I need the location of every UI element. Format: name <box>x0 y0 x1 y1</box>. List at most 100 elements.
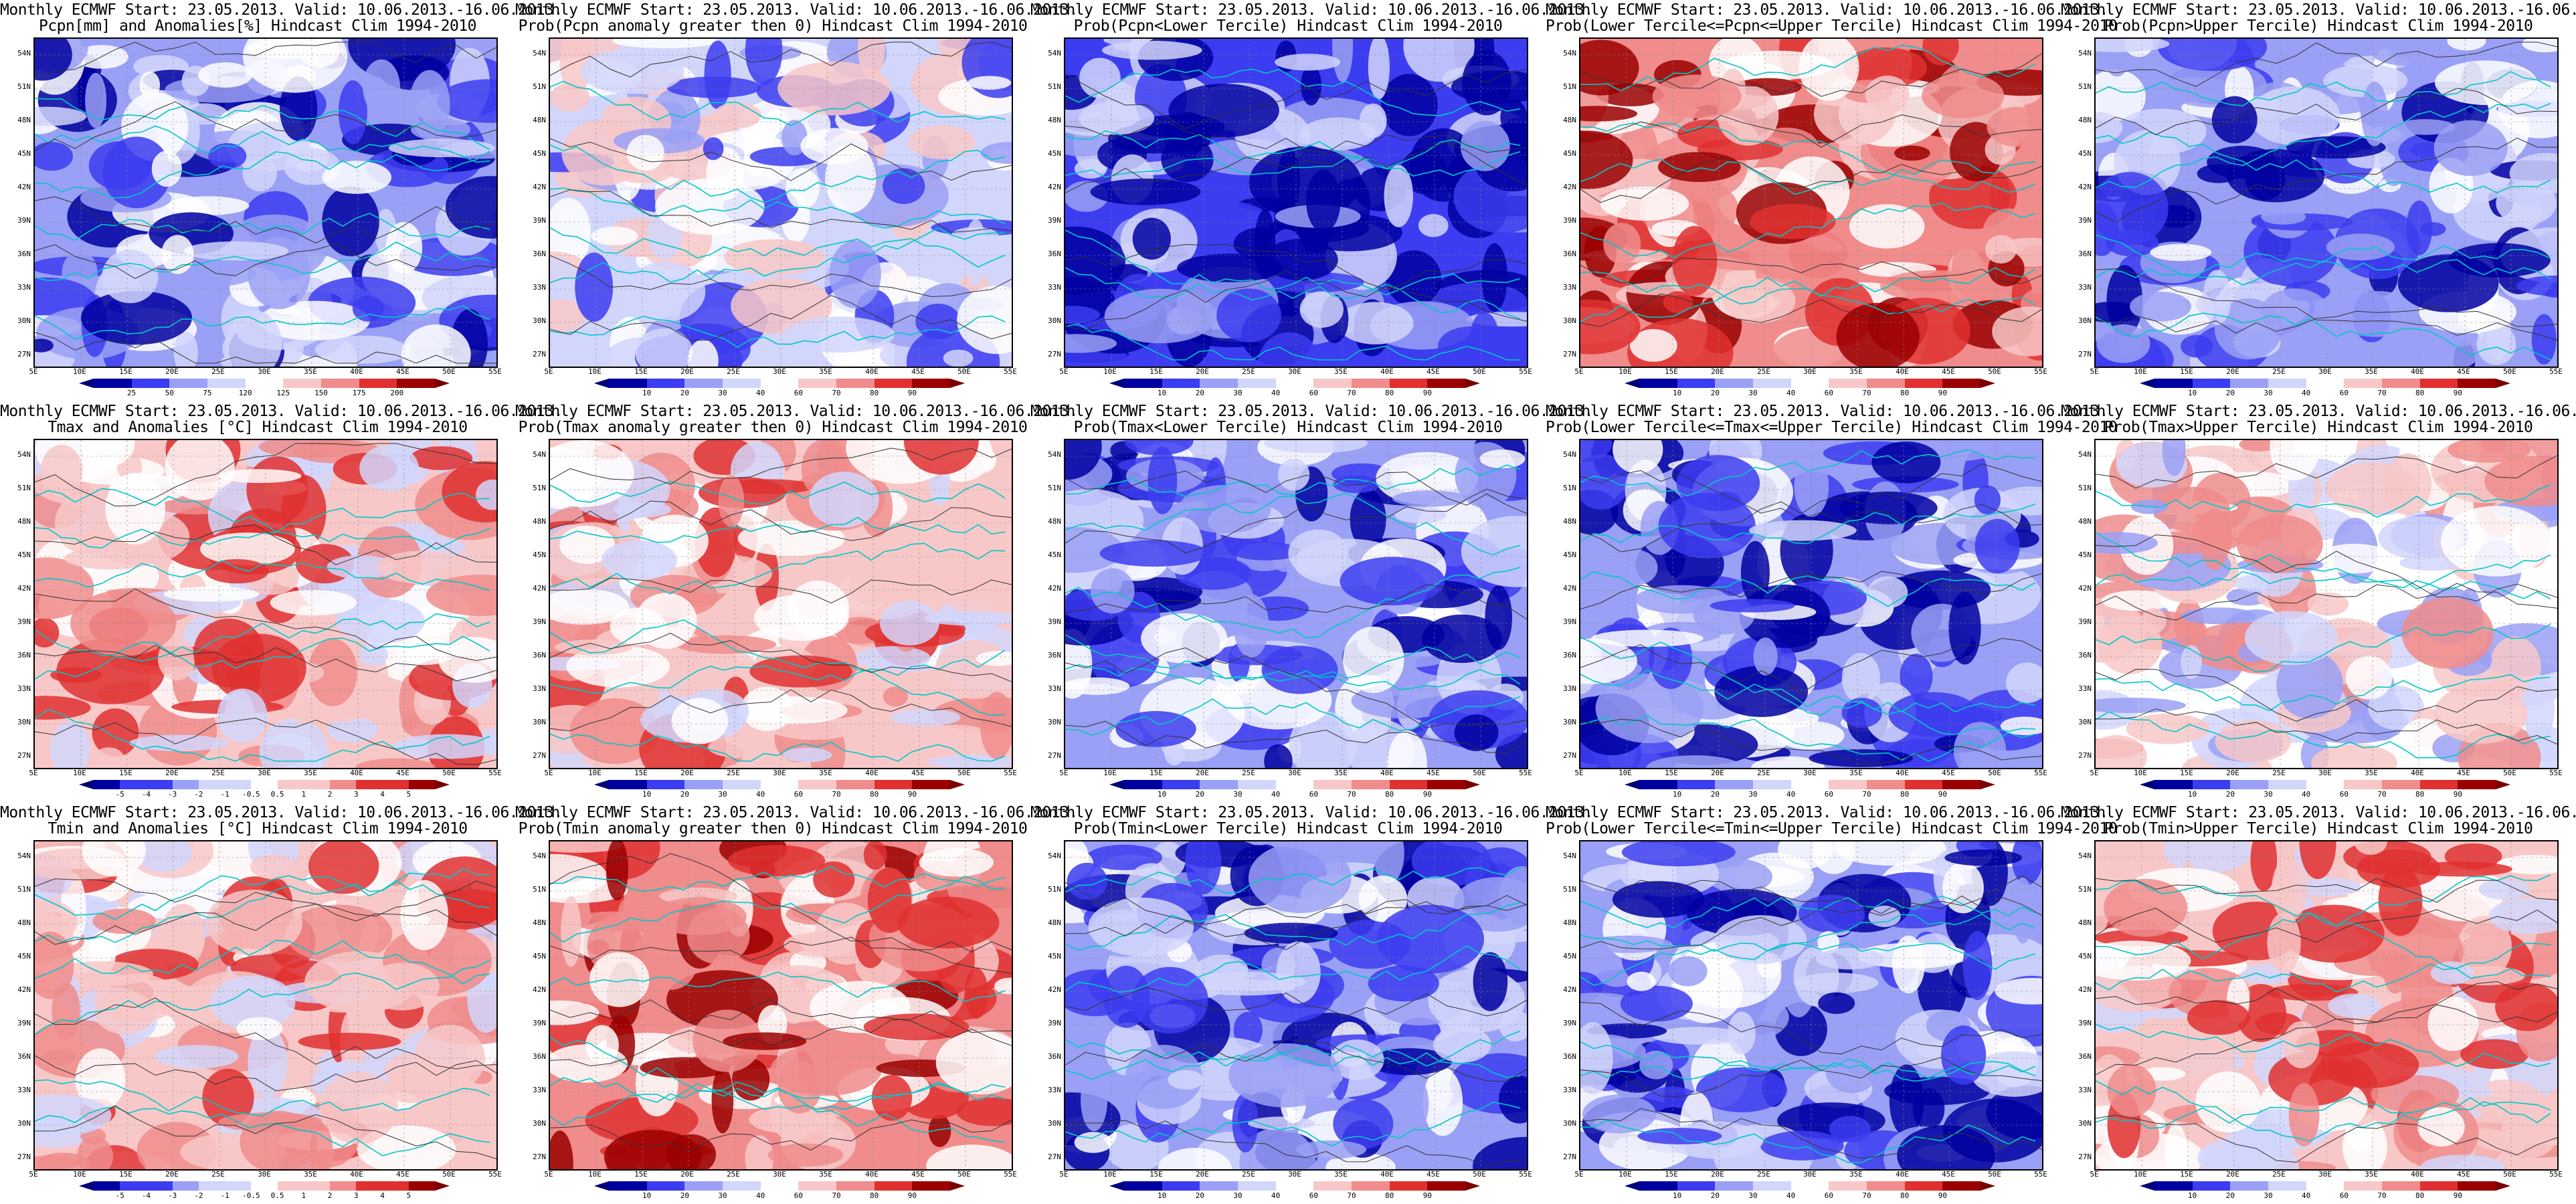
map-area <box>1579 37 2043 368</box>
colorbar-segment <box>169 379 208 388</box>
colorbar-segment <box>245 379 284 388</box>
colorbar-segment <box>2268 780 2307 789</box>
lon-label: 20E <box>1196 769 1209 777</box>
lat-label: 51N <box>1563 885 1576 894</box>
lat-label: 27N <box>1563 751 1576 760</box>
lat-label: 30N <box>2078 718 2092 726</box>
colorbar-segment <box>1715 780 1754 789</box>
map-area <box>2094 37 2559 368</box>
colorbar-tick-label: 20 <box>2225 790 2235 799</box>
lat-label: 42N <box>1048 584 1061 593</box>
lon-label: 50E <box>1473 367 1486 376</box>
colorbar <box>1639 780 1981 789</box>
map-panel: Monthly ECMWF Start: 23.05.2013. Valid: … <box>2061 401 2576 803</box>
colorbar-arrow-right <box>950 379 965 388</box>
colorbar-segment <box>1124 379 1163 388</box>
lat-label: 33N <box>17 283 31 292</box>
colorbar-segment <box>382 780 409 789</box>
colorbar-tick-label: 10 <box>642 1191 652 1200</box>
colorbar-tick-label: 30 <box>1233 1191 1243 1200</box>
colorbar-tick-label: 40 <box>1786 1191 1796 1200</box>
lon-label: 45E <box>1427 769 1440 777</box>
colorbar-tick-label: 80 <box>1900 389 1910 397</box>
colorbar-tick-label: 40 <box>2302 389 2311 397</box>
lat-label: 27N <box>1563 1152 1576 1161</box>
lon-label: 40E <box>2411 367 2424 376</box>
colorbar-tick-label: 40 <box>1271 790 1281 799</box>
colorbar-segment <box>2419 780 2458 789</box>
colorbar-tick-label: 5 <box>406 1191 411 1200</box>
lon-label: 45E <box>396 367 409 376</box>
colorbar-segment <box>2458 379 2496 388</box>
colorbar-segment <box>2306 379 2344 388</box>
colorbar-arrow-right <box>2496 379 2510 388</box>
lat-label: 51N <box>533 885 546 894</box>
colorbar-tick-label: 90 <box>907 790 917 799</box>
map-area <box>1064 840 1528 1171</box>
lat-label: 30N <box>17 718 31 726</box>
lat-label: 54N <box>2078 851 2092 860</box>
colorbar-tick-label: 40 <box>756 790 765 799</box>
lon-label: 50E <box>1988 769 2001 777</box>
panel-title-line1: Monthly ECMWF Start: 23.05.2013. Valid: … <box>1546 403 2108 420</box>
lat-label: 48N <box>17 918 31 927</box>
lon-label: 15E <box>1665 1170 1678 1179</box>
lat-label: 33N <box>2078 283 2092 292</box>
map-field <box>1065 841 1527 1169</box>
lat-label: 51N <box>533 82 546 91</box>
lon-label: 15E <box>1149 769 1163 777</box>
colorbar-segment <box>1238 379 1277 388</box>
map-panel: Monthly ECMWF Start: 23.05.2013. Valid: … <box>0 803 563 1204</box>
lat-label: 48N <box>1048 116 1061 124</box>
colorbar-segment <box>1275 780 1314 789</box>
map-area <box>1064 37 1528 368</box>
colorbar-segment <box>1275 379 1314 388</box>
panel-title-line2: Prob(Tmin anomaly greater then 0) Hindca… <box>518 820 1028 837</box>
lon-label: 35E <box>1849 769 1863 777</box>
colorbar-tick-label: 20 <box>680 790 689 799</box>
colorbar-segment <box>2306 1181 2344 1191</box>
lon-label: 40E <box>350 769 363 777</box>
lon-label: 25E <box>1242 1170 1255 1179</box>
colorbar-tick-label: 60 <box>1309 1191 1318 1200</box>
colorbar-segment <box>684 379 723 388</box>
colorbar-tick-label: 10 <box>2188 389 2197 397</box>
colorbar-segment <box>94 379 132 388</box>
colorbar-segment <box>1352 379 1390 388</box>
colorbar-tick-label: 175 <box>352 389 366 397</box>
map-area <box>549 37 1013 368</box>
colorbar-segment <box>408 780 436 789</box>
lon-label: 50E <box>2503 769 2516 777</box>
lat-label: 33N <box>1048 684 1061 693</box>
colorbar-arrow-left <box>594 780 609 789</box>
panel-title-line2: Prob(Lower Tercile<=Tmax<=Upper Tercile)… <box>1546 419 2118 436</box>
colorbar-arrow-right <box>1981 780 1995 789</box>
colorbar-tick-label: 60 <box>1824 1191 1833 1200</box>
lat-label: 39N <box>533 216 546 225</box>
colorbar-tick-label: -1 <box>220 1191 229 1200</box>
colorbar-segment <box>912 780 951 789</box>
lon-label: 20E <box>2226 1170 2239 1179</box>
lon-label: 50E <box>2503 1170 2516 1179</box>
colorbar-segment <box>120 1181 147 1191</box>
colorbar-segment <box>1200 780 1238 789</box>
colorbar <box>94 1181 436 1191</box>
panel-title-line1: Monthly ECMWF Start: 23.05.2013. Valid: … <box>0 1 563 19</box>
lon-label: 35E <box>1334 367 1348 376</box>
lon-label: 15E <box>1149 367 1163 376</box>
lon-label: 10E <box>1103 1170 1117 1179</box>
colorbar-segment <box>356 780 383 789</box>
lon-label: 30E <box>258 769 271 777</box>
lon-label: 25E <box>1757 367 1770 376</box>
colorbar-segment <box>723 780 761 789</box>
lon-label: 30E <box>2318 367 2332 376</box>
colorbar-arrow-left <box>79 780 94 789</box>
colorbar-segment <box>2154 379 2193 388</box>
lat-label: 42N <box>1563 985 1576 994</box>
lon-label: 45E <box>1427 367 1440 376</box>
colorbar-segment <box>1124 780 1163 789</box>
lat-label: 33N <box>17 684 31 693</box>
colorbar-segment <box>2268 1181 2307 1191</box>
lon-label: 40E <box>865 769 879 777</box>
panel-title-line1: Monthly ECMWF Start: 23.05.2013. Valid: … <box>2061 403 2576 420</box>
